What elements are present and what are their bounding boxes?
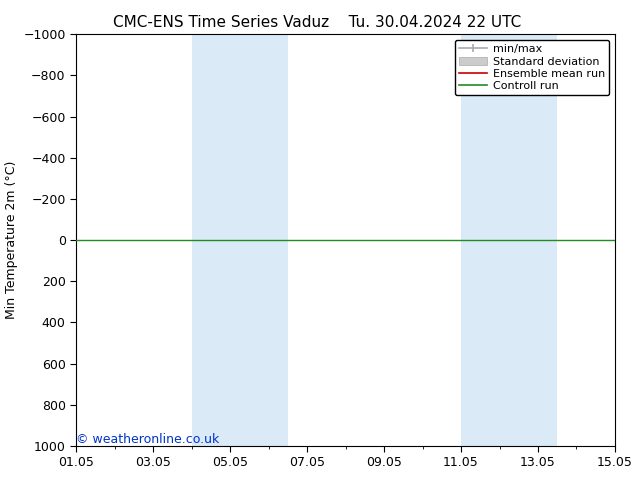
Text: © weatheronline.co.uk: © weatheronline.co.uk (77, 433, 220, 446)
Bar (461, 34, 557, 446)
Text: CMC-ENS Time Series Vaduz    Tu. 30.04.2024 22 UTC: CMC-ENS Time Series Vaduz Tu. 30.04.2024… (113, 15, 521, 30)
Bar (191, 34, 288, 446)
Y-axis label: Min Temperature 2m (°C): Min Temperature 2m (°C) (4, 161, 18, 319)
Legend: min/max, Standard deviation, Ensemble mean run, Controll run: min/max, Standard deviation, Ensemble me… (455, 40, 609, 96)
